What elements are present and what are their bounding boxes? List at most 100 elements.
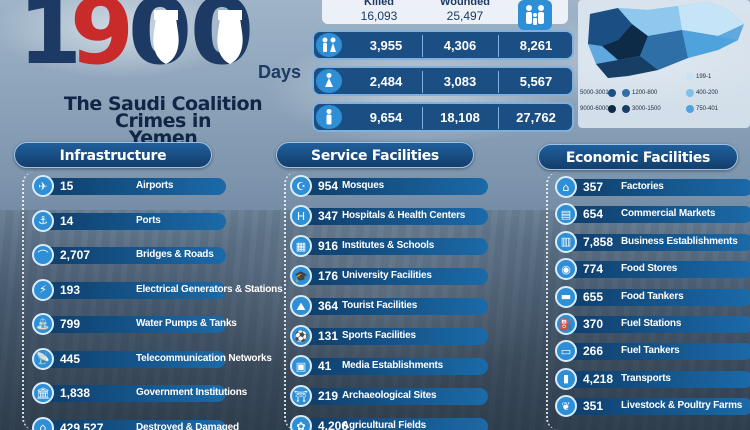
legend-label: 3000-1500 [632, 106, 661, 112]
item-value: 193 [60, 282, 81, 297]
item-bar [44, 178, 226, 195]
list-item: H 347 Hospitals & Health Centers [290, 205, 490, 227]
item-label: Factories [621, 181, 664, 192]
item-bar [567, 316, 750, 333]
list-item: ✿ 4,206 Agricultural Fields [290, 415, 490, 430]
row-divider [498, 35, 499, 57]
killed-header: Killed [364, 0, 394, 8]
total-value: 5,567 [519, 74, 553, 89]
list-item: ✈ 15 Airports [32, 175, 228, 197]
row-divider [422, 71, 423, 93]
list-item: ▣ 41 Media Establishments [290, 355, 490, 377]
item-value: 357 [583, 180, 604, 194]
list-item: ⚡ 193 Electrical Generators & Stations [32, 278, 283, 301]
item-value: 4,218 [583, 371, 614, 386]
killed-value: 2,484 [369, 74, 403, 89]
list-item: ⌒ 2,707 Bridges & Roads [32, 244, 228, 266]
map-shape [578, 0, 750, 128]
legend-label: 1200-800 [632, 90, 658, 96]
chicken-icon: ❦ [555, 395, 577, 418]
fuel-icon: ⛽ [555, 313, 577, 335]
item-bar [567, 370, 750, 388]
section-header-infrastructure: Infrastructure [14, 142, 212, 168]
list-item: ⛲ 799 Water Pumps & Tanks [32, 313, 237, 335]
legend-swatch [608, 89, 616, 97]
item-label: Sports Facilities [342, 330, 416, 341]
airplane-icon: ✈ [32, 175, 54, 197]
row-divider [422, 107, 423, 129]
row-divider [498, 71, 499, 93]
page-title: The Saudi Coalition Crimes in Yemen [28, 95, 298, 148]
item-label: Fuel Tankers [621, 345, 680, 357]
item-value: 4,206 [318, 419, 349, 430]
sports-icon: ⚽ [290, 325, 312, 347]
item-value: 266 [583, 344, 604, 359]
satellite-icon: 📡 [32, 347, 54, 370]
list-item: ⛰ 364 Tourist Facilities [290, 295, 490, 317]
item-label: Archaeological Sites [342, 390, 437, 401]
anchor-icon: ⚓ [32, 209, 54, 232]
food-store-icon: ◉ [555, 258, 577, 281]
legend-label: 9000-6000 [580, 106, 609, 112]
legend-label: 199-1 [696, 74, 712, 80]
item-value: 364 [318, 299, 339, 313]
graduation-icon: 🎓 [290, 265, 312, 287]
item-bar [302, 298, 488, 315]
item-value: 176 [318, 269, 339, 283]
item-value: 1,838 [60, 386, 91, 400]
hospital-icon: H [290, 205, 312, 227]
item-label: Institutes & Schools [342, 240, 435, 251]
store-icon: ▥ [555, 230, 577, 253]
item-value: 351 [583, 399, 604, 414]
item-bar [44, 247, 226, 264]
item-bar [44, 316, 226, 333]
item-bar [302, 358, 488, 375]
item-label: Mosques [342, 180, 384, 191]
tanker-icon: ▭ [555, 340, 577, 363]
item-label: Destroyed & Damaged [136, 421, 239, 430]
legend-swatch [686, 105, 694, 113]
wounded-value: 4,306 [443, 38, 477, 53]
wounded-header: Wounded [440, 0, 490, 8]
item-value: 774 [583, 262, 604, 277]
list-item: ▥ 7,858 Business Establishments [555, 230, 750, 253]
item-label: Government Institutions [136, 387, 247, 398]
list-item: ⌂ 429,527 Destroyed & Damaged [32, 416, 239, 430]
item-bar [44, 419, 226, 430]
item-bar [567, 398, 750, 416]
list-item: ▮ 4,218 Transports [555, 367, 750, 390]
list-item: ⛩ 219 Archaeological Sites [290, 385, 490, 407]
item-label: Ports [136, 214, 161, 226]
item-value: 7,858 [583, 234, 614, 249]
row-divider [498, 107, 499, 129]
total-value: 27,762 [516, 110, 556, 125]
item-label: Water Pumps & Tanks [136, 318, 237, 329]
total-value: 8,261 [519, 38, 553, 53]
list-item: 📡 445 Telecommunication Networks [32, 347, 272, 370]
days-label: Days [258, 62, 302, 82]
item-bar [302, 418, 488, 430]
item-value: 954 [318, 179, 339, 193]
house-icon: ⌂ [32, 416, 54, 430]
item-label: Food Tankers [621, 290, 684, 302]
factory-icon: ⌂ [555, 176, 577, 198]
list-item: ▬ 655 Food Tankers [555, 285, 750, 308]
list-item: ◉ 774 Food Stores [555, 258, 750, 281]
children-icon [316, 33, 342, 57]
item-bar [302, 208, 488, 225]
item-value: 15 [60, 179, 74, 193]
item-bar [302, 328, 488, 345]
item-label: University Facilities [342, 270, 432, 281]
item-value: 347 [318, 209, 339, 223]
item-value: 799 [60, 317, 81, 331]
legend-swatch [622, 89, 630, 97]
yemen-map: 199-1 5000-3001 1200-800 400-200 9000-60… [578, 0, 750, 128]
tourism-icon: ⛰ [290, 295, 312, 317]
item-label: Telecommunication Networks [136, 352, 272, 364]
item-value: 429,527 [60, 420, 104, 430]
item-label: Agricultural Fields [342, 420, 426, 430]
item-value: 41 [318, 359, 332, 373]
legend-label: 5000-3001 [580, 90, 609, 96]
item-bar [567, 261, 750, 279]
item-bar [44, 385, 226, 402]
